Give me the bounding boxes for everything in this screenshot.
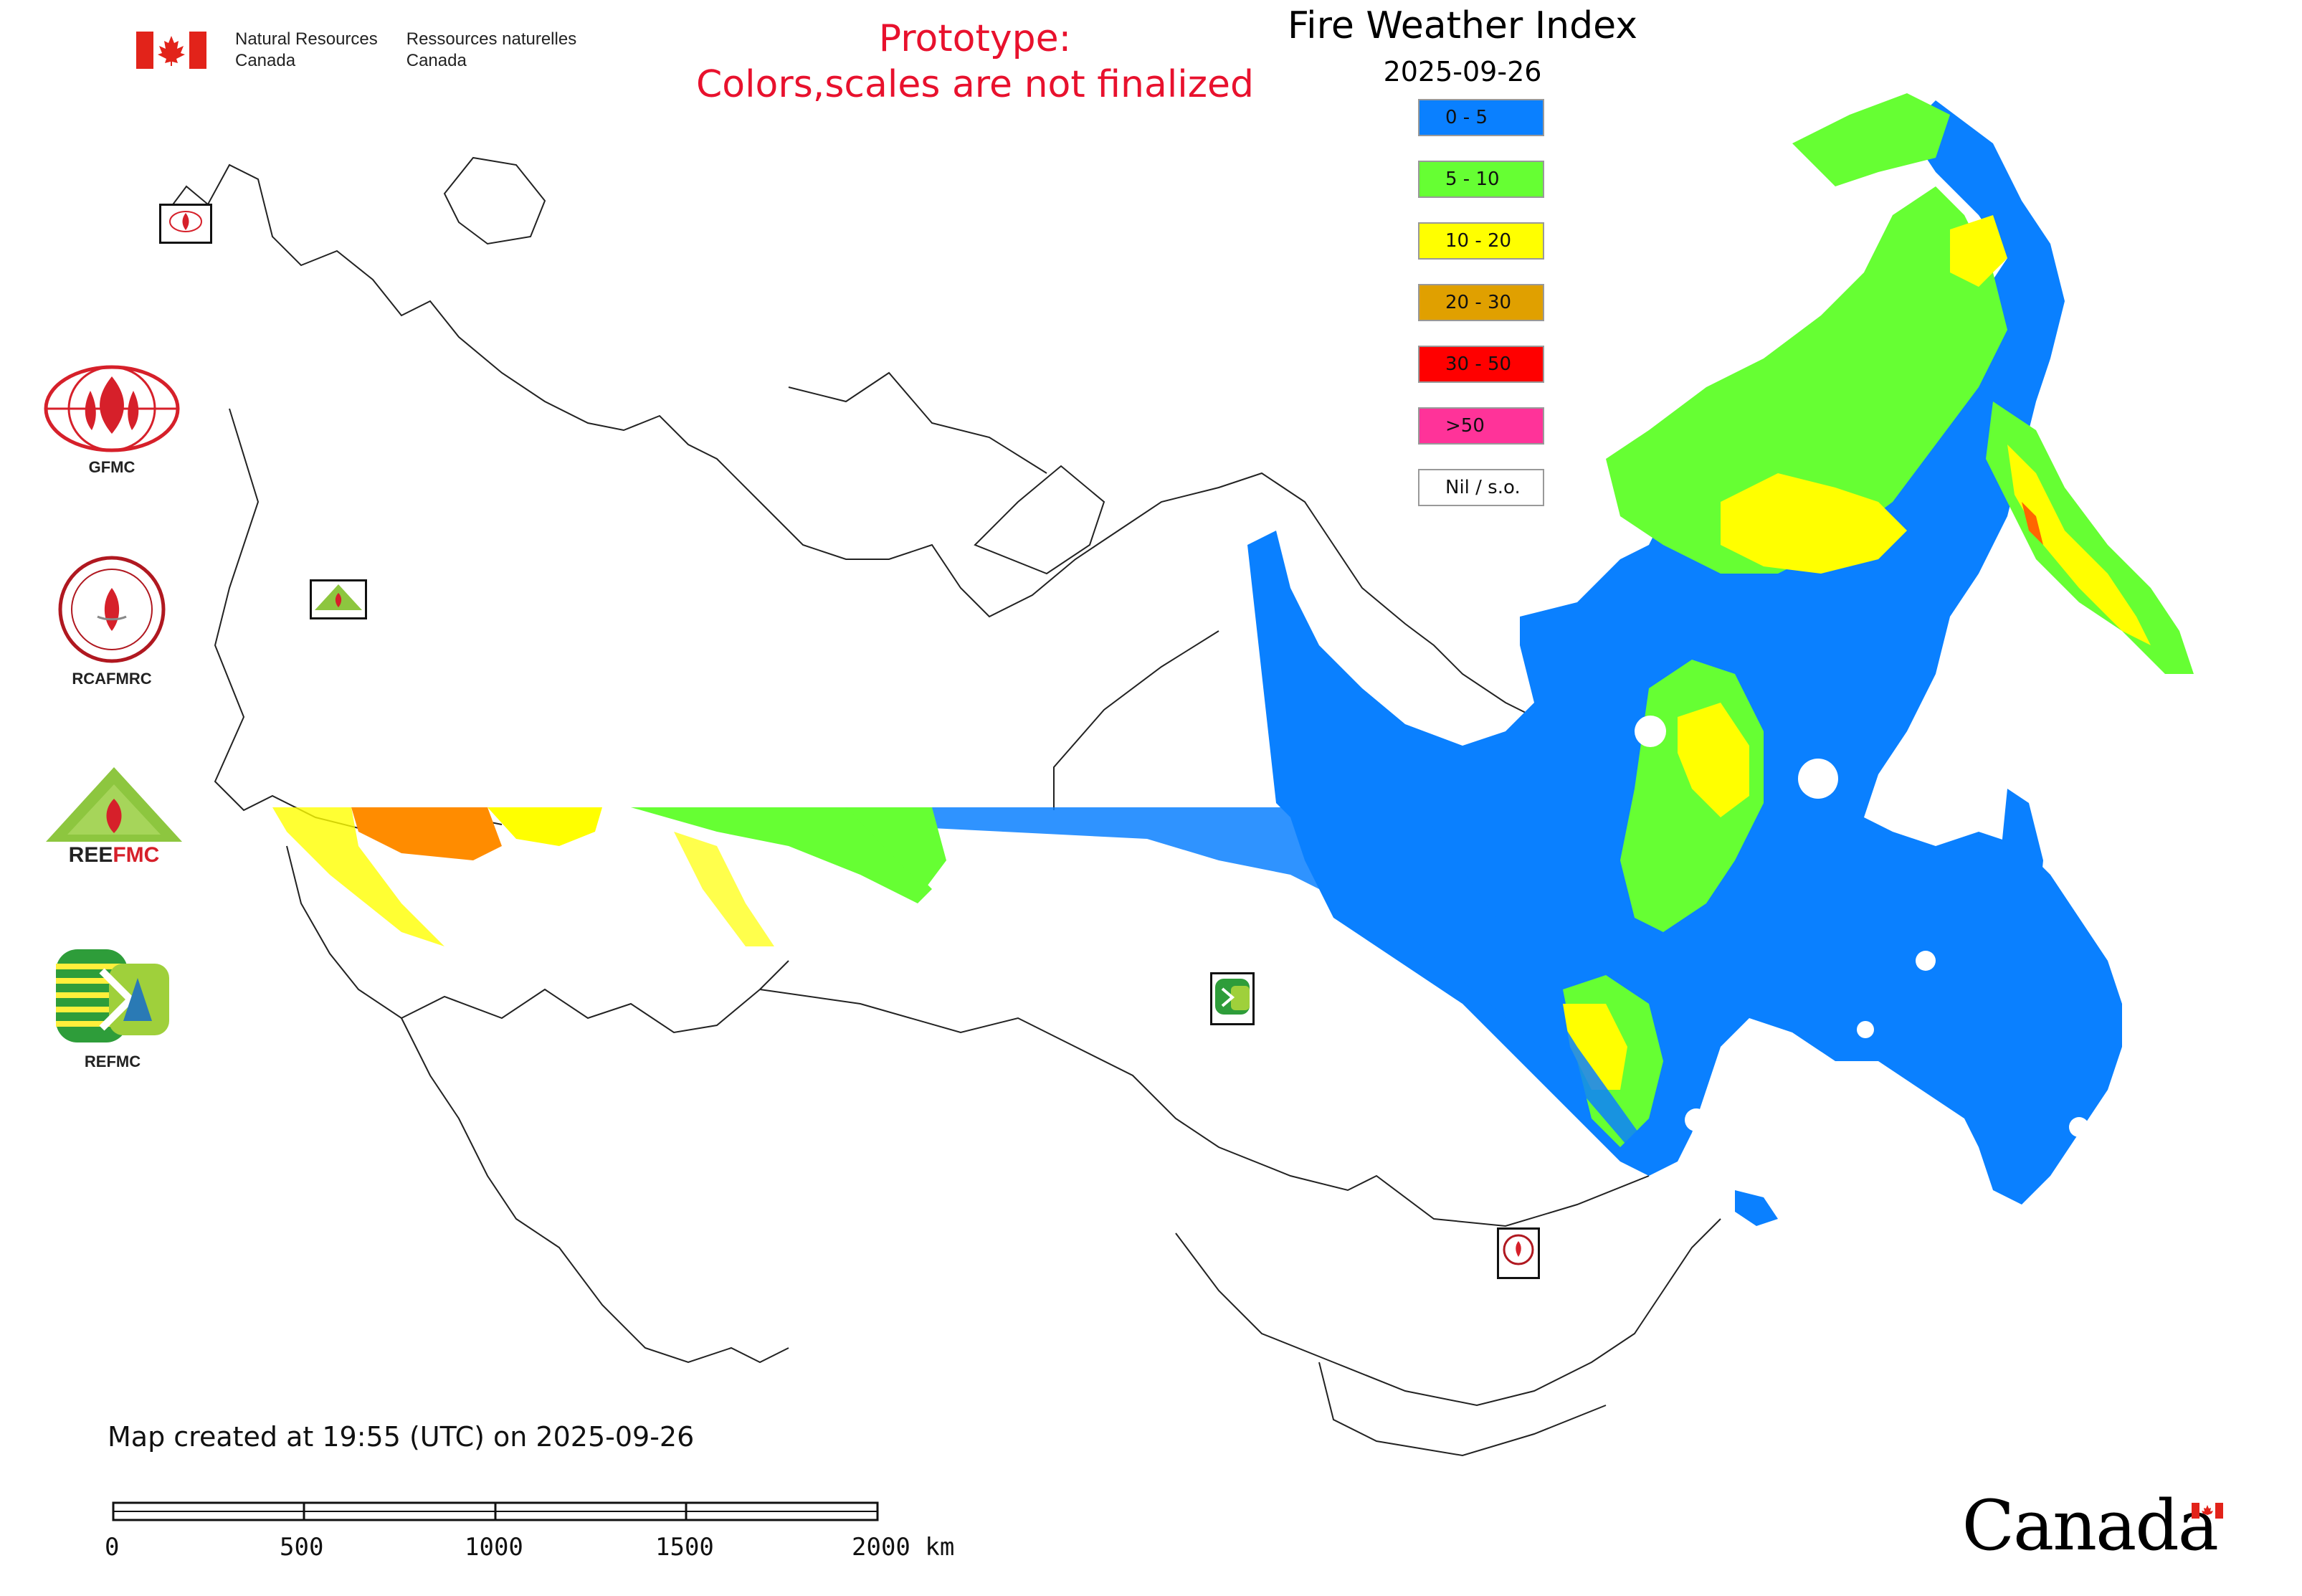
canada-wordmark: Canada: [1961, 1486, 2219, 1566]
nrcan-signature: Natural Resources Canada Ressources natu…: [136, 29, 576, 72]
dept-fr-line2: Canada: [406, 51, 467, 70]
refmc-logo[interactable]: REFMC: [52, 942, 173, 1071]
wordmark-flag-icon: [2192, 1503, 2223, 1519]
mini-reefmc-marker[interactable]: [310, 579, 367, 619]
dept-en-line2: Canada: [235, 51, 296, 70]
country-boundaries: [164, 156, 1721, 1457]
map-title: Fire Weather Index: [1288, 4, 1637, 47]
western-border: [214, 408, 503, 833]
china-border: [1318, 1362, 1607, 1457]
arctic-coastline: [164, 163, 1535, 718]
fwi-raster: [272, 93, 2194, 1226]
yenisei-outline: [1053, 630, 1219, 810]
map-date: 2025-09-26: [1383, 56, 1542, 87]
mini-refmc-marker[interactable]: [1210, 972, 1255, 1025]
mini-gfmc-marker[interactable]: [159, 204, 212, 244]
scale-bar: [112, 1501, 879, 1521]
mongolia-border: [1175, 1218, 1721, 1407]
southern-border-west: [286, 845, 789, 1034]
canada-wordmark-text: Canad: [1961, 1486, 2179, 1566]
legend-item: 30 - 50: [1418, 346, 1544, 383]
kola-peninsula-outline: [443, 156, 546, 245]
kazakh-border: [401, 1017, 789, 1364]
refmc-logo-icon: [56, 949, 169, 1042]
department-english: Natural Resources Canada: [235, 29, 378, 72]
legend-item: 5 - 10: [1418, 161, 1544, 198]
legend-label: >50: [1445, 415, 1485, 437]
legend: 0 - 5 5 - 10 10 - 20 20 - 30 30 - 50 >50…: [1418, 99, 1544, 531]
legend-item: 20 - 30: [1418, 284, 1544, 321]
rcafmrc-label: RCAFMRC: [72, 670, 152, 688]
rcafmrc-logo-icon: [58, 556, 166, 663]
dept-fr-line1: Ressources naturelles: [406, 29, 577, 49]
legend-item: >50: [1418, 407, 1544, 445]
taymyr-outline: [974, 465, 1105, 575]
legend-item: 10 - 20: [1418, 222, 1544, 260]
mini-rcafmrc-marker[interactable]: [1497, 1227, 1540, 1279]
scale-label-0: 0: [105, 1533, 120, 1562]
gfmc-label: GFMC: [88, 458, 135, 476]
prototype-line1: Prototype:: [878, 17, 1072, 60]
legend-label: 20 - 30: [1445, 292, 1512, 313]
prototype-line2: Colors,scales are not finalized: [695, 63, 1255, 106]
scale-label-500: 500: [280, 1533, 324, 1562]
gfmc-logo[interactable]: GFMC: [40, 362, 184, 477]
legend-label: 0 - 5: [1445, 107, 1488, 128]
prototype-notice: Prototype: Colors,scales are not finaliz…: [674, 16, 1276, 108]
streaked-band: [272, 807, 1649, 1154]
refmc-label: REFMC: [84, 1053, 141, 1070]
legend-label: Nil / s.o.: [1445, 477, 1521, 498]
urals-outline: [788, 371, 1047, 474]
legend-label: 5 - 10: [1445, 168, 1500, 190]
gfmc-logo-icon: [44, 365, 180, 452]
legend-item: Nil / s.o.: [1418, 469, 1544, 506]
department-french: Ressources naturelles Canada: [406, 29, 576, 72]
scale-label-2000: 2000 km: [852, 1533, 955, 1562]
rcafmrc-logo[interactable]: RCAFMRC: [40, 552, 184, 688]
legend-item: 0 - 5: [1418, 99, 1544, 136]
dept-en-line1: Natural Resources: [235, 29, 378, 49]
legend-label: 30 - 50: [1445, 353, 1512, 375]
legend-label: 10 - 20: [1445, 230, 1512, 252]
southern-border-east: [759, 989, 1650, 1227]
map-created-text: Map created at 19:55 (UTC) on 2025-09-26: [108, 1421, 695, 1453]
scale-label-1500: 1500: [655, 1533, 714, 1562]
canada-flag-icon: [136, 32, 206, 69]
scale-label-1000: 1000: [465, 1533, 523, 1562]
reefmc-logo[interactable]: REEFMC: [39, 763, 189, 873]
reefmc-logo-icon: REEFMC: [39, 767, 189, 867]
svg-text:REEFMC: REEFMC: [69, 843, 160, 867]
canada-wordmark-last: a: [2177, 1486, 2219, 1566]
